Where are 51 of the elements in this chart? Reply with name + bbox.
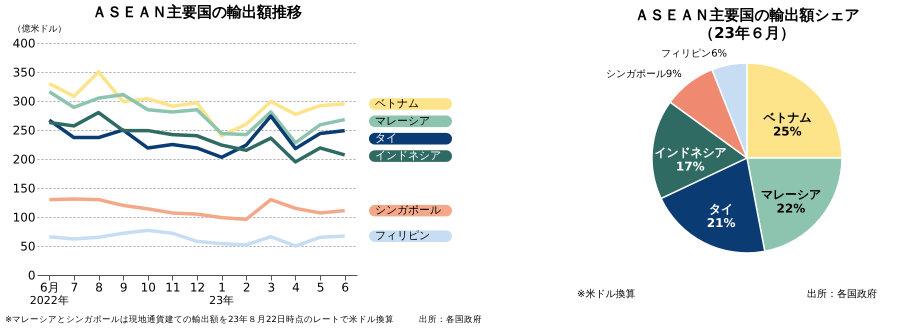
y-tick-label: 250 — [12, 124, 36, 138]
text: フィリピン — [375, 229, 430, 242]
data-label: 17% — [676, 160, 705, 174]
y-tick-label: 100 — [12, 210, 36, 224]
line-series — [48, 90, 346, 145]
data-label: 21% — [706, 216, 736, 230]
x-tick-label: 4 — [292, 280, 300, 294]
x-tick-label: 10 — [140, 280, 156, 294]
text: ※米ドル換算 — [577, 288, 636, 300]
text: 23年 — [209, 294, 234, 307]
text: ※マレーシアとシンガポールは現地通貨建ての輸出額を23年８月22日時点のレートで米ドル換算 — [5, 314, 394, 325]
text: タイ — [375, 132, 397, 145]
slice-label: タイ — [709, 202, 734, 216]
y-tick-label: 50 — [20, 240, 36, 254]
y-tick-label: 150 — [12, 182, 36, 196]
text: マレーシア — [375, 114, 430, 128]
x-tick-label: 9 — [120, 280, 128, 294]
text: シンガポール — [375, 204, 441, 217]
data-label: 22% — [776, 201, 806, 216]
text: 出所：各国政府 — [807, 288, 877, 300]
x-tick-label: 1 — [218, 280, 226, 294]
data-label: 25% — [772, 124, 802, 139]
x-tick-label: 2 — [242, 280, 251, 294]
slice-label: フィリピン6% — [661, 48, 728, 60]
chart-subtitle: （23年６月） — [699, 24, 795, 42]
x-tick-label: 3 — [268, 280, 276, 294]
y-tick-label: 400 — [12, 36, 36, 50]
x-tick-label: 7 — [70, 280, 78, 294]
text: ベトナム — [375, 96, 419, 110]
slice-label: ベトナム — [762, 110, 812, 125]
line-series — [48, 228, 346, 248]
x-tick-label: 6 — [341, 280, 350, 294]
slice-label: インドネシア — [654, 146, 726, 160]
chart-title: ＡＳＥＡＮ主要国の輸出額推移 — [92, 3, 302, 21]
y-tick-label: 350 — [12, 66, 36, 80]
x-tick-label: 12 — [190, 280, 206, 294]
text: 2022年 — [30, 294, 69, 307]
x-tick-label: 11 — [165, 280, 181, 294]
slice-label: シンガポール9% — [606, 68, 682, 80]
chart-title: ＡＳＥＡＮ主要国の輸出額シェア — [634, 6, 860, 24]
y-tick-label: 200 — [12, 152, 36, 166]
x-tick-label: 8 — [95, 280, 103, 294]
slice-label: マレーシア — [760, 187, 821, 202]
y-tick-label: 300 — [12, 94, 36, 108]
y-axis-title: （億米ドル） — [12, 24, 66, 34]
text: 出所：各国政府 — [419, 314, 482, 325]
x-tick-label: 6月 — [40, 280, 60, 294]
line-series — [48, 197, 346, 222]
text: インドネシア — [375, 149, 441, 162]
y-tick-label: 0 — [28, 268, 36, 282]
x-tick-label: 5 — [316, 280, 324, 294]
